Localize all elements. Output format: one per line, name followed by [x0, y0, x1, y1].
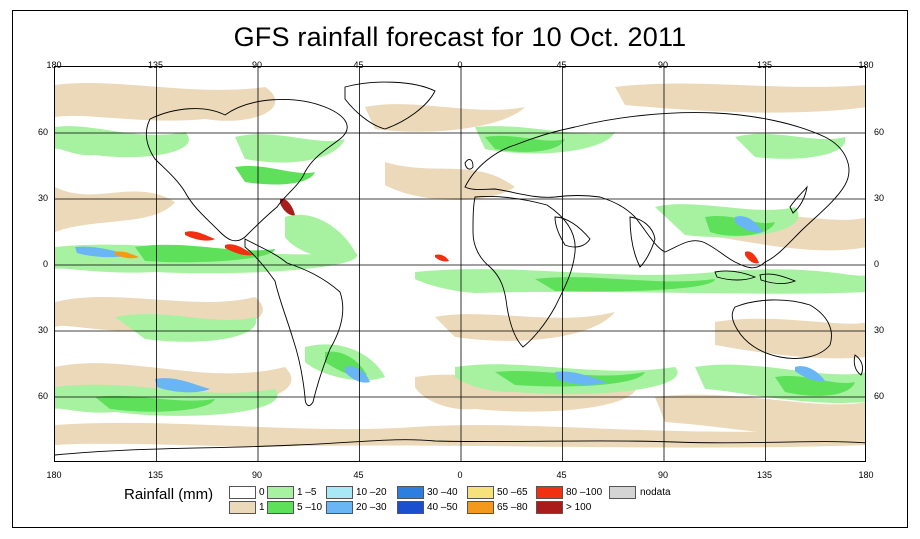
lat-tick-left: 60	[37, 127, 48, 137]
lon-tick-bottom: 135	[756, 470, 773, 480]
lon-tick-bottom: 90	[657, 470, 669, 480]
lat-tick-right: 0	[874, 259, 880, 269]
legend-swatch	[397, 501, 424, 514]
legend-label: 20 –30	[356, 502, 387, 513]
lon-tick-top: 45	[353, 60, 364, 70]
rainfall-map	[54, 66, 866, 462]
lon-tick-bottom: 90	[251, 470, 263, 480]
lat-tick-left: 0	[42, 259, 48, 269]
legend-swatch	[536, 486, 563, 499]
lon-tick-top: 90	[657, 60, 669, 70]
legend-label: 40 –50	[427, 502, 458, 513]
legend-swatch	[467, 501, 494, 514]
legend-swatch	[326, 486, 353, 499]
legend-swatch	[609, 486, 636, 499]
lat-tick-left: 30	[37, 325, 48, 335]
legend-label: > 100	[566, 502, 592, 513]
lon-tick-bottom: 135	[147, 470, 164, 480]
legend-label: 1 –5	[297, 487, 317, 498]
figure-frame	[12, 10, 908, 528]
lon-tick-top: 180	[46, 60, 62, 70]
lat-tick-right: 60	[874, 391, 885, 401]
legend-label: 1	[259, 502, 265, 513]
legend-swatch	[536, 501, 563, 514]
lon-tick-top: 45	[556, 60, 567, 70]
legend-swatch	[467, 486, 494, 499]
legend-label: 50 –65	[497, 487, 528, 498]
lon-tick-top: 180	[858, 60, 874, 70]
lon-tick-bottom: 0	[457, 470, 463, 480]
legend-swatch	[267, 501, 294, 514]
legend-swatch	[397, 486, 424, 499]
extreme-rain-areas	[115, 198, 759, 264]
lon-tick-bottom: 180	[46, 470, 62, 480]
legend-swatch	[326, 501, 353, 514]
lon-tick-bottom: 45	[556, 470, 567, 480]
legend-label: 30 –40	[427, 487, 458, 498]
lat-tick-left: 60	[37, 391, 48, 401]
map-title: GFS rainfall forecast for 10 Oct. 2011	[233, 22, 687, 52]
legend-label: nodata	[640, 487, 671, 498]
lat-tick-left: 30	[37, 193, 48, 203]
legend-swatch	[229, 486, 256, 499]
graticule	[55, 67, 865, 461]
legend-label: 5 –10	[297, 502, 323, 513]
lat-tick-right: 60	[874, 127, 885, 137]
legend-swatch	[267, 486, 294, 499]
lon-tick-top: 135	[756, 60, 773, 70]
lon-tick-top: 0	[457, 60, 463, 70]
legend-swatch	[229, 501, 256, 514]
coastlines	[55, 81, 865, 456]
lon-tick-bottom: 45	[353, 470, 364, 480]
lon-tick-top: 135	[147, 60, 164, 70]
legend-label: 10 –20	[356, 487, 387, 498]
legend-label: 80 –100	[566, 487, 603, 498]
legend-title: Rainfall (mm)	[124, 486, 214, 503]
lon-tick-bottom: 180	[858, 470, 874, 480]
lat-tick-right: 30	[874, 325, 885, 335]
lat-tick-right: 30	[874, 193, 885, 203]
legend-label: 65 –80	[497, 502, 528, 513]
map-canvas	[55, 67, 865, 461]
lon-tick-top: 90	[251, 60, 263, 70]
legend-label: 0	[259, 487, 265, 498]
